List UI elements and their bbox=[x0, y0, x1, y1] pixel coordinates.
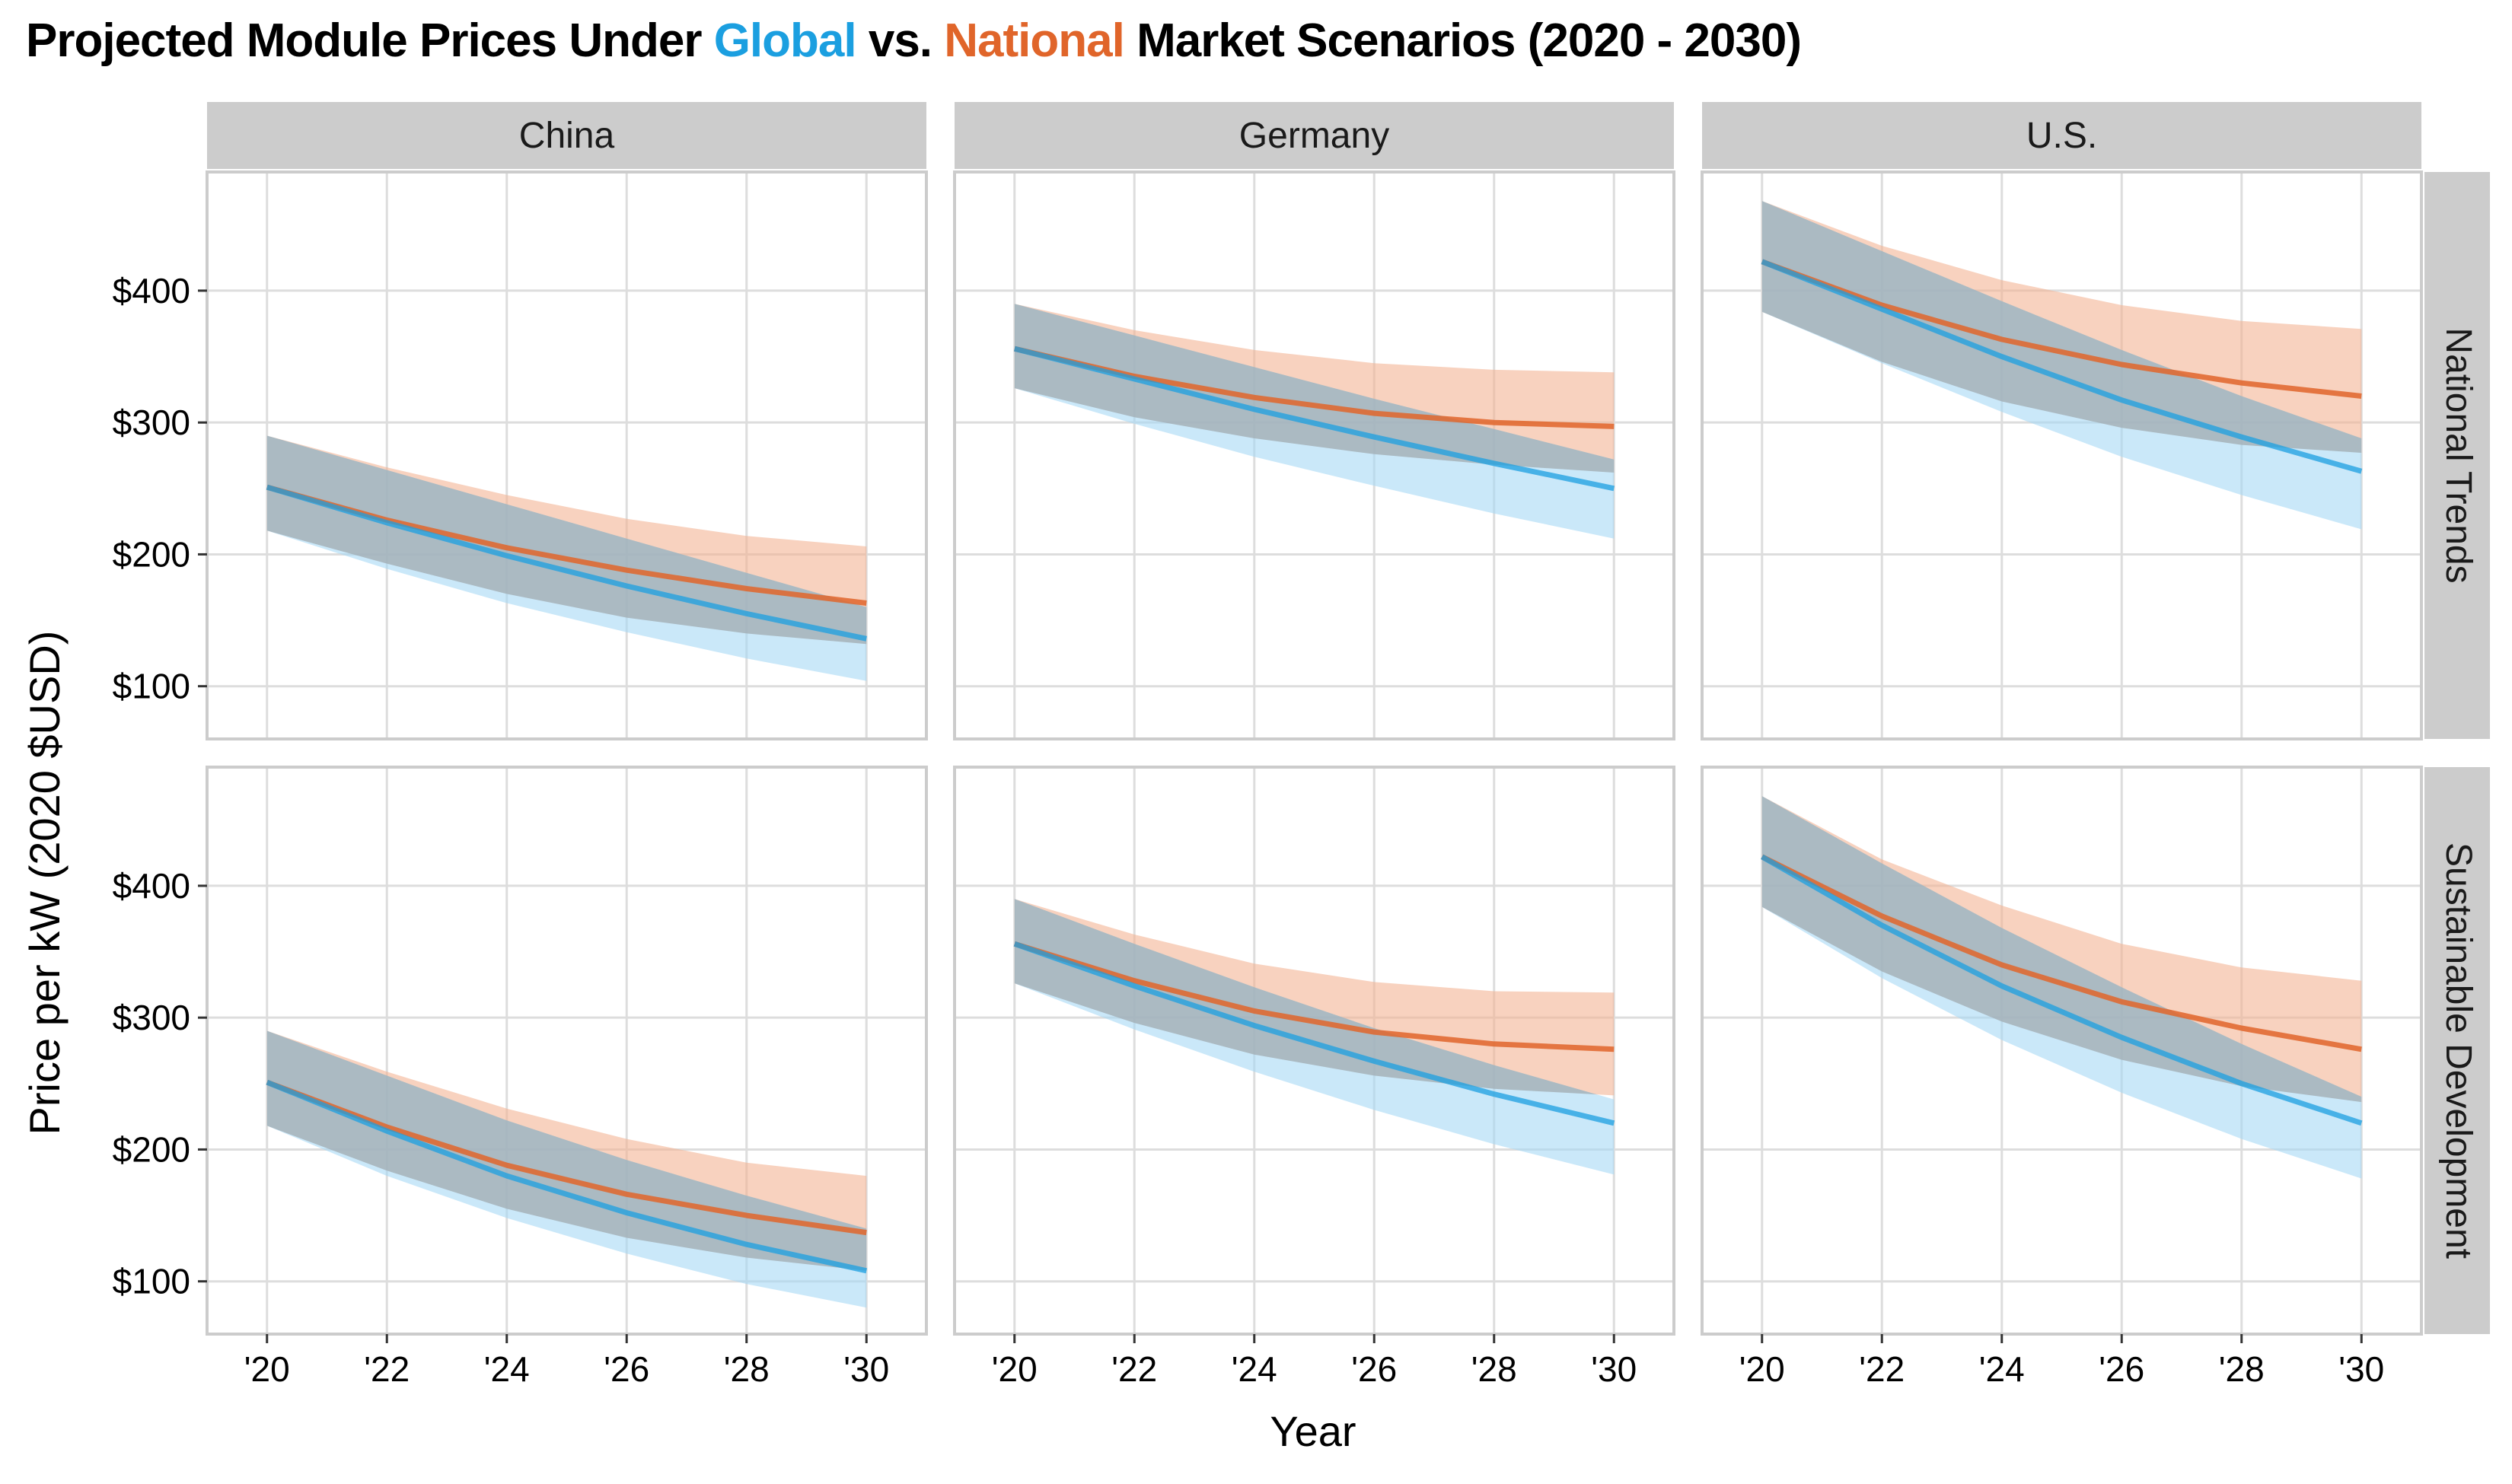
x-tick-label: '24 bbox=[1232, 1349, 1277, 1389]
x-tick-label: '24 bbox=[1979, 1349, 2025, 1389]
national-line-germany-sustainable-development bbox=[1013, 941, 1615, 1052]
title-national-word: National bbox=[944, 14, 1125, 67]
panel-u-s-national-trends bbox=[1701, 170, 2423, 740]
x-tick-label: '26 bbox=[604, 1349, 649, 1389]
panels-layer bbox=[206, 170, 2423, 1336]
panel-border bbox=[953, 766, 1675, 1336]
global-band-u-s-national-trends bbox=[1761, 201, 2362, 530]
y-tick-label: $400 bbox=[113, 866, 190, 906]
strip-u-s: U.S. bbox=[1702, 102, 2421, 169]
strip-bg bbox=[1702, 102, 2421, 169]
global-band-germany-sustainable-development bbox=[1014, 899, 1615, 1175]
x-tick-label: '30 bbox=[1591, 1349, 1637, 1389]
national-band-germany-sustainable-development bbox=[1014, 899, 1615, 1096]
y-tick-label: $100 bbox=[113, 1262, 190, 1301]
x-tick-label: '26 bbox=[1351, 1349, 1397, 1389]
x-tick-label: '22 bbox=[1111, 1349, 1157, 1389]
y-tick-label: $200 bbox=[113, 534, 190, 574]
strip-label-china: China bbox=[519, 116, 615, 156]
panel-border bbox=[953, 170, 1675, 740]
x-axis-title: Year bbox=[1270, 1407, 1356, 1455]
y-tick-label: $200 bbox=[113, 1129, 190, 1169]
global-line-germany-national-trends bbox=[1013, 346, 1615, 492]
x-tick-label: '22 bbox=[364, 1349, 410, 1389]
band-overlap-china-national-trends bbox=[266, 435, 867, 645]
title-part-3: Market Scenarios (2020 - 2030) bbox=[1124, 14, 1802, 67]
panel-germany-sustainable-development bbox=[953, 766, 1675, 1336]
panel-china-sustainable-development bbox=[206, 766, 928, 1336]
title-part-1: Projected Module Prices Under bbox=[26, 14, 714, 67]
title-part-2: vs. bbox=[856, 14, 945, 67]
strip-china: China bbox=[207, 102, 926, 169]
national-line-china-sustainable-development bbox=[266, 1079, 867, 1236]
x-tick-label: '22 bbox=[1859, 1349, 1905, 1389]
global-band-u-s-sustainable-development bbox=[1761, 796, 2362, 1179]
band-overlap-germany-national-trends bbox=[1014, 304, 1615, 473]
strip-bg bbox=[2424, 767, 2490, 1334]
y-tick-label: $300 bbox=[113, 998, 190, 1037]
global-line-china-national-trends bbox=[266, 484, 868, 642]
national-line-u-s-sustainable-development bbox=[1761, 854, 2362, 1052]
y-axis-title: Price per kW (2020 $USD) bbox=[21, 631, 69, 1135]
x-tick-label: '20 bbox=[992, 1349, 1038, 1389]
x-tick-label: '30 bbox=[2338, 1349, 2384, 1389]
global-line-u-s-national-trends bbox=[1761, 259, 2363, 474]
strip-bg bbox=[2424, 172, 2490, 739]
strip-germany: Germany bbox=[955, 102, 1674, 169]
strip-bg bbox=[207, 102, 926, 169]
x-tick-label: '26 bbox=[2099, 1349, 2144, 1389]
x-tick-label: '28 bbox=[724, 1349, 770, 1389]
strip-bg bbox=[955, 102, 1674, 169]
global-line-u-s-sustainable-development bbox=[1761, 854, 2363, 1126]
band-overlap-u-s-national-trends bbox=[1761, 201, 2362, 453]
panel-border bbox=[206, 170, 928, 740]
axes-layer: $100 $200 $300 $400 $100 $200 $300 $400 '20 '22 '2… bbox=[113, 271, 2385, 1389]
panel-border bbox=[1701, 766, 2423, 1336]
global-line-china-sustainable-development bbox=[266, 1079, 868, 1274]
panel-china-national-trends bbox=[206, 170, 928, 740]
x-tick-label: '28 bbox=[1471, 1349, 1517, 1389]
strip-label-u-s: U.S. bbox=[2026, 116, 2097, 156]
y-tick-label: $100 bbox=[113, 667, 190, 706]
facet-strips: China Germany U.S. National Trends Sustainab… bbox=[207, 102, 2490, 1334]
global-line-germany-sustainable-development bbox=[1013, 941, 1615, 1126]
panel-border bbox=[206, 766, 928, 1336]
strip-label-sustainable-development: Sustainable Development bbox=[2438, 842, 2479, 1259]
panel-germany-national-trends bbox=[953, 170, 1675, 740]
panel-border bbox=[1701, 170, 2423, 740]
x-tick-label: '30 bbox=[843, 1349, 889, 1389]
strip-sustainable-development: Sustainable Development bbox=[2424, 767, 2490, 1334]
x-tick-label: '28 bbox=[2219, 1349, 2265, 1389]
strip-label-germany: Germany bbox=[1239, 116, 1389, 156]
chart-title: Projected Module Prices Under Global vs.… bbox=[26, 14, 1802, 68]
national-line-u-s-national-trends bbox=[1761, 259, 2362, 399]
x-tick-label: '24 bbox=[484, 1349, 530, 1389]
panel-u-s-sustainable-development bbox=[1701, 766, 2423, 1336]
title-global-word: Global bbox=[713, 14, 857, 67]
x-tick-label: '20 bbox=[244, 1349, 290, 1389]
national-band-u-s-sustainable-development bbox=[1761, 796, 2362, 1103]
y-tick-label: $400 bbox=[113, 271, 190, 310]
strip-national-trends: National Trends bbox=[2424, 172, 2490, 739]
y-tick-label: $300 bbox=[113, 403, 190, 442]
x-tick-label: '20 bbox=[1739, 1349, 1785, 1389]
strip-label-national-trends: National Trends bbox=[2438, 327, 2479, 583]
